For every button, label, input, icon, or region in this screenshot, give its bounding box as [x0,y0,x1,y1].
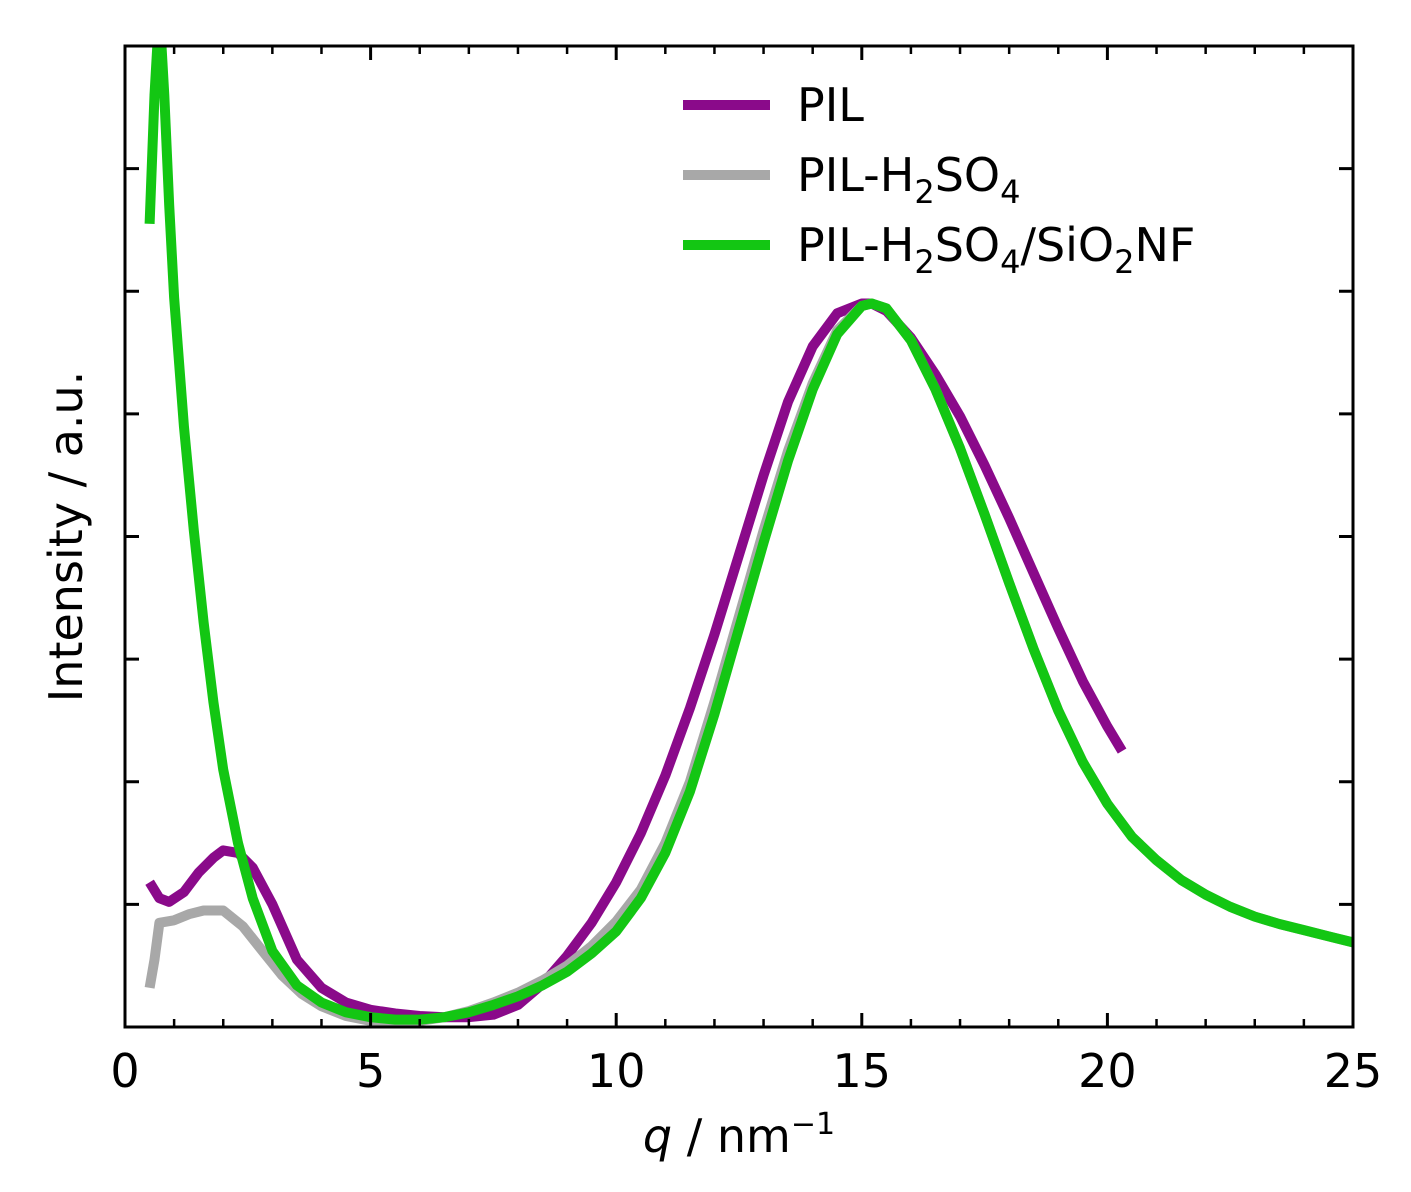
legend-label-2-part-2: SO [935,218,1000,272]
legend-label-0-part-0: PIL [797,78,864,132]
label-layer: 0 5 10 15 20 25 q / nm−1 Intensity / a.u. [39,371,1382,1163]
legend-label-2-part-5: 2 [1114,243,1134,281]
x-tick-label-4: 20 [1078,1044,1137,1098]
legend-label-1: PIL-H2SO4 [797,148,1020,211]
tick-layer [123,46,1355,1027]
plot-frame [123,44,1355,1029]
x-tick-label-3: 15 [833,1044,892,1098]
legend-label-1-part-2: SO [935,148,1000,202]
x-tick-label-0: 0 [110,1044,139,1098]
legend-label-2-part-1: 2 [914,243,934,281]
x-tick-label-5: 25 [1324,1044,1383,1098]
x-axis-label: q / nm−1 [643,1107,835,1163]
series-layer [144,46,1353,1027]
y-axis-label: Intensity / a.u. [39,371,93,703]
legend-label-2-part-3: 4 [1000,243,1020,281]
legend-label-1-part-0: PIL-H [797,148,914,202]
legend-label-2: PIL-H2SO4/SiO2NF [797,218,1195,281]
legend-label-2-part-0: PIL-H [797,218,914,272]
legend-label-2-part-6: NF [1135,218,1196,272]
x-axis-unit-exponent: −1 [791,1107,835,1142]
series-line-2 [144,46,1353,1025]
legend-label-1-part-3: 4 [1000,173,1020,211]
x-axis-unit: / nm [672,1109,791,1163]
legend-label-1-part-1: 2 [914,173,934,211]
series-line-1 [144,298,1353,1027]
x-axis-variable: q [643,1109,672,1163]
legend-label-2-part-4: /SiO [1020,218,1114,272]
x-tick-label-2: 10 [587,1044,646,1098]
legend-label-0: PIL [797,78,864,132]
x-tick-label-1: 5 [356,1044,385,1098]
